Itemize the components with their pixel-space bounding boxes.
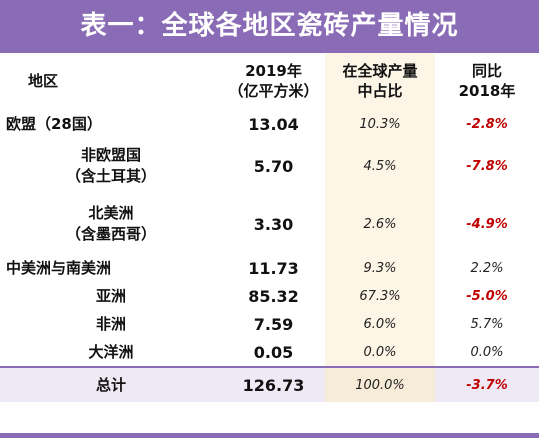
table-row: 亚洲 85.32 67.3% -5.0% [0,282,539,310]
row-region: 欧盟（28国） [0,110,222,138]
row-region-label: 亚洲 [95,286,126,305]
row-production: 126.73 [222,367,325,402]
row-share: 67.3% [325,282,435,310]
table-row: 非洲 7.59 6.0% 5.7% [0,310,539,338]
row-yoy: 0.0% [470,344,504,360]
row-production: 85.32 [248,286,299,306]
row-production: 3.30 [253,214,294,234]
row-share: 0.0% [325,338,435,367]
row-region-label: 总计 [95,375,126,394]
row-share: 10.3% [325,110,435,138]
row-share: 4.5% [325,138,435,194]
header-production-line1: 2019年 [245,62,302,80]
row-region-sublabel: （含土耳其） [65,167,156,185]
header-yoy-line2: 2018年 [458,81,516,100]
header-yoy-line1: 同比 [471,62,502,80]
bottom-accent-bar [0,433,539,438]
row-yoy: -5.0% [466,288,508,304]
row-region-label: 大洋洲 [88,342,134,361]
row-region-label: 北美洲 [88,204,134,222]
row-share: 6.0% [325,310,435,338]
row-share: 100.0% [325,367,435,402]
header-yoy: 同比 2018年 [435,53,539,110]
row-yoy: -3.7% [435,367,539,402]
header-share-line2: 中占比 [357,81,403,100]
row-region: 总计 [0,367,222,402]
table-row: 大洋洲 0.05 0.0% 0.0% [0,338,539,367]
table-row: 北美洲 （含墨西哥） 3.30 2.6% -4.9% [0,194,539,254]
table-row: 欧盟（28国） 13.04 10.3% -2.8% [0,110,539,138]
row-yoy: -4.9% [466,216,508,232]
table-total-row: 总计 126.73 100.0% -3.7% [0,367,539,402]
row-production: 11.73 [248,258,299,278]
row-region: 北美洲 （含墨西哥） [0,194,222,254]
row-yoy: 5.7% [470,316,504,332]
row-region-label: 中美洲与南美洲 [6,258,112,277]
header-share-line1: 在全球产量 [342,62,418,80]
row-region: 大洋洲 [0,338,222,367]
row-production: 5.70 [253,156,294,176]
header-region: 地区 [28,71,59,90]
row-production: 13.04 [248,114,299,134]
row-yoy: -7.8% [466,158,508,174]
production-table: 地区 2019年 （亿平方米） 在全球产量 中占比 同比 2018年 欧盟（28… [0,53,539,402]
row-region-sublabel: （含墨西哥） [65,225,156,243]
row-region: 亚洲 [0,282,222,310]
table-title: 表一：全球各地区瓷砖产量情况 [0,0,539,53]
header-production: 2019年 （亿平方米） [222,53,325,110]
table-header-row: 地区 2019年 （亿平方米） 在全球产量 中占比 同比 2018年 [0,53,539,110]
row-yoy: 2.2% [470,260,504,276]
row-production: 7.59 [253,314,294,334]
row-yoy: -2.8% [466,116,508,132]
row-region: 中美洲与南美洲 [0,254,222,282]
row-region: 非欧盟国 （含土耳其） [0,138,222,194]
row-share: 9.3% [325,254,435,282]
header-share: 在全球产量 中占比 [325,53,435,110]
row-region-label: 欧盟（28国） [6,114,102,133]
row-production: 0.05 [253,342,294,362]
row-share: 2.6% [325,194,435,254]
header-production-line2: （亿平方米） [228,81,319,100]
row-region: 非洲 [0,310,222,338]
table-row: 非欧盟国 （含土耳其） 5.70 4.5% -7.8% [0,138,539,194]
table-row: 中美洲与南美洲 11.73 9.3% 2.2% [0,254,539,282]
row-region-label: 非欧盟国 [80,146,141,164]
row-region-label: 非洲 [95,314,126,333]
